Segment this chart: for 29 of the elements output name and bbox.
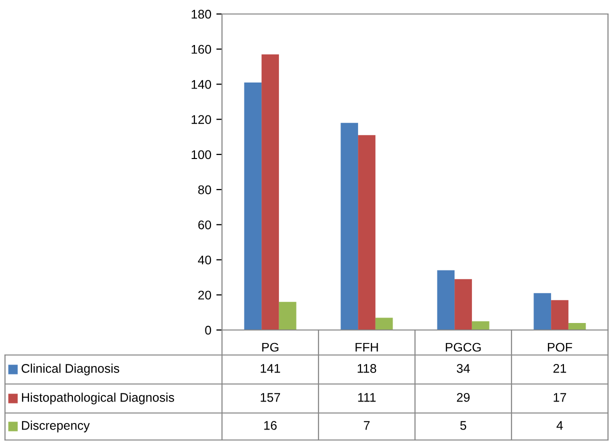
data-label: 16 [264, 421, 277, 430]
x-tick-label: FFH [356, 342, 378, 352]
legend-label: Discrepency [22, 420, 90, 432]
y-tick-label: 20 [198, 290, 212, 300]
data-label: 4 [556, 421, 563, 430]
data-label: 5 [460, 421, 466, 430]
y-tick-label: 60 [198, 220, 212, 230]
data-label: 111 [358, 393, 376, 402]
y-tick-label: 100 [192, 150, 212, 160]
data-label: 141 [260, 364, 280, 373]
data-label: 17 [554, 393, 566, 402]
legend-label: Clinical Diagnosis [22, 364, 120, 376]
y-tick-label: 40 [198, 256, 212, 264]
data-label: 118 [358, 364, 376, 373]
y-tick-label: 80 [198, 185, 212, 194]
x-tick-label: POF [548, 342, 572, 352]
y-tick-label: 160 [192, 44, 212, 54]
data-label: 7 [364, 421, 370, 430]
x-tick-label: PGCG [446, 342, 481, 352]
y-tick-label: 120 [192, 115, 212, 124]
legend-label: Histopathological Diagnosis [22, 392, 174, 404]
y-tick-label: 180 [192, 10, 212, 19]
data-label: 21 [553, 364, 566, 373]
y-tick-label: 140 [192, 80, 212, 89]
y-tick-label: 0 [205, 326, 212, 335]
data-label: 34 [456, 364, 470, 373]
data-label: 29 [456, 393, 470, 402]
x-tick-label: PG [262, 342, 278, 352]
data-label: 157 [260, 393, 280, 402]
